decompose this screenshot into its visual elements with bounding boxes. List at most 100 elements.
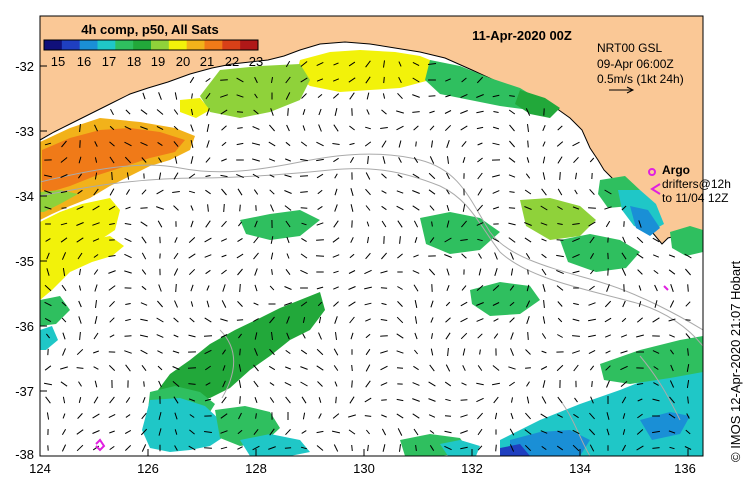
current-vector <box>332 93 340 99</box>
current-vector <box>333 124 339 132</box>
current-vector <box>444 445 452 451</box>
current-vector <box>621 268 627 276</box>
current-vector <box>382 93 386 99</box>
current-vector <box>636 317 644 323</box>
current-vector <box>557 223 563 225</box>
current-vector <box>284 174 292 178</box>
current-vector <box>126 172 130 180</box>
current-vector <box>669 396 675 404</box>
current-vector <box>429 445 435 451</box>
current-vector <box>654 300 658 308</box>
current-vector <box>254 284 258 292</box>
current-vector <box>60 381 68 387</box>
current-vector <box>509 285 515 291</box>
current-vector <box>542 156 546 164</box>
current-vector <box>236 319 244 321</box>
current-vector <box>94 284 98 292</box>
current-vector <box>412 77 420 83</box>
current-vector <box>653 269 659 275</box>
current-vector <box>572 429 580 435</box>
current-vector <box>653 254 659 258</box>
current-vector <box>431 333 433 339</box>
current-vector <box>334 107 338 117</box>
current-vector <box>588 302 596 306</box>
current-vector <box>668 430 676 434</box>
current-vector <box>478 268 482 276</box>
current-vector <box>93 269 99 275</box>
current-vector <box>492 237 500 243</box>
current-vector <box>381 190 387 194</box>
current-vector <box>44 284 52 292</box>
current-vector <box>462 204 466 212</box>
current-vector <box>316 286 324 290</box>
current-vector <box>109 125 115 131</box>
current-vector <box>302 333 306 339</box>
current-vector <box>76 206 84 210</box>
current-vector <box>447 347 449 357</box>
current-vector <box>188 268 196 276</box>
current-vector <box>621 317 627 323</box>
lat-tick-label: -38 <box>15 447 34 462</box>
current-vector <box>204 431 212 433</box>
current-vector <box>414 332 418 340</box>
current-vector <box>301 237 307 243</box>
current-vector <box>669 446 675 450</box>
current-vector <box>158 92 162 100</box>
current-vector <box>446 172 450 180</box>
current-vector <box>572 237 580 243</box>
current-vector <box>622 300 626 308</box>
current-vector <box>222 380 226 388</box>
current-vector <box>254 397 258 403</box>
current-vector <box>253 428 259 436</box>
current-vector <box>78 285 82 291</box>
current-vector <box>300 141 308 147</box>
current-vector <box>445 317 451 323</box>
current-vector <box>316 365 324 371</box>
current-vector <box>350 188 354 196</box>
current-vector <box>188 173 196 179</box>
current-vector <box>190 156 194 164</box>
current-vector <box>589 236 595 244</box>
current-vector <box>61 429 67 435</box>
current-vector <box>60 190 68 194</box>
current-vector <box>428 398 436 402</box>
current-vector <box>572 444 580 452</box>
colorbar-swatch <box>44 40 63 50</box>
current-vector <box>318 108 322 116</box>
current-vector <box>349 253 355 259</box>
current-vector <box>509 428 515 436</box>
current-vector <box>285 396 291 404</box>
current-vector <box>636 445 644 451</box>
current-vector <box>397 253 403 259</box>
current-vector <box>572 335 580 337</box>
current-vector <box>654 284 658 292</box>
current-vector <box>46 252 50 260</box>
current-vector <box>508 109 516 115</box>
current-vector <box>157 220 163 228</box>
current-vector <box>222 284 226 292</box>
lon-tick-label: 136 <box>674 461 696 476</box>
current-vector <box>172 366 180 370</box>
current-vector <box>269 285 275 291</box>
current-vector <box>652 350 660 354</box>
current-vector <box>108 413 116 419</box>
current-vector <box>94 157 98 163</box>
current-vector <box>349 316 355 324</box>
drifter-icon <box>650 183 661 195</box>
current-vector <box>477 157 483 163</box>
current-vector <box>43 174 53 178</box>
current-vector <box>253 109 259 115</box>
current-vector <box>109 396 115 404</box>
current-vector <box>109 188 115 196</box>
current-vector <box>318 316 322 324</box>
current-vector <box>364 415 372 417</box>
current-vector <box>236 253 244 259</box>
current-vector <box>541 253 547 259</box>
argo-drifter-tracks <box>95 285 669 452</box>
current-vector <box>334 188 338 196</box>
current-vector <box>253 364 259 372</box>
colorbar-tick: 15 <box>51 54 65 69</box>
current-vector <box>206 123 210 133</box>
current-vector <box>221 269 227 275</box>
current-vector <box>125 364 131 372</box>
